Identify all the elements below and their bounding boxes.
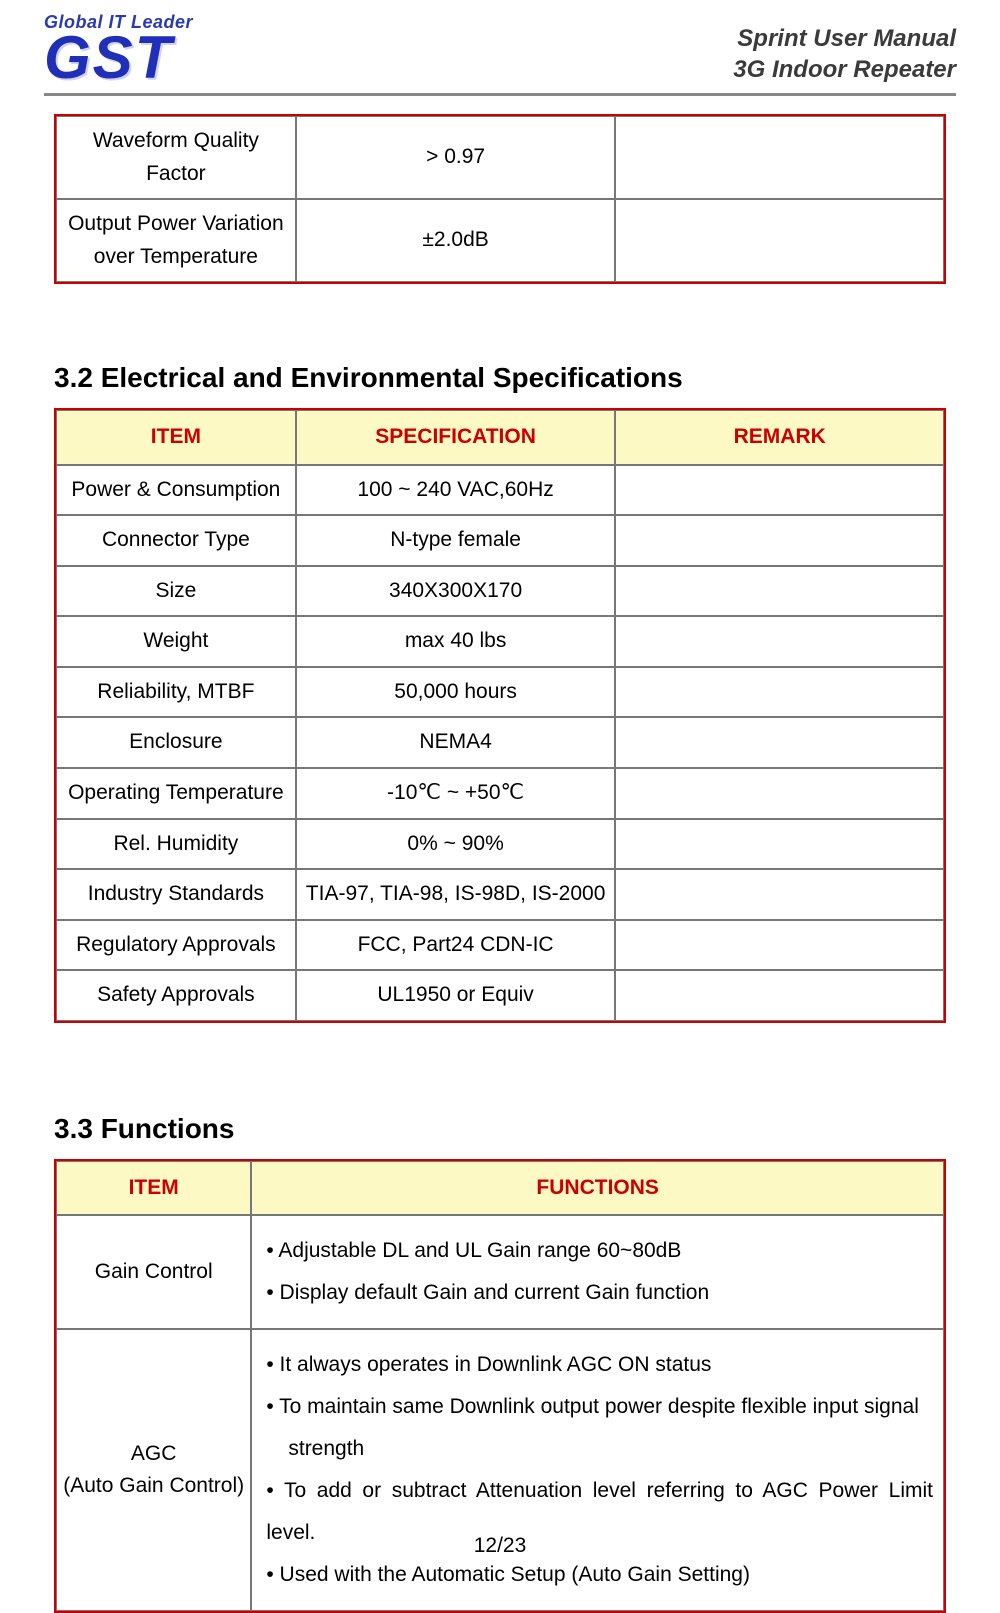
table-row: Connector TypeN-type female	[56, 515, 944, 566]
cell-item: Rel. Humidity	[56, 819, 296, 870]
doc-title-1: Sprint User Manual	[733, 23, 956, 54]
header-titles: Sprint User Manual 3G Indoor Repeater	[733, 23, 956, 85]
cell-item: Safety Approvals	[56, 970, 296, 1021]
cell-remark	[615, 717, 944, 768]
cell-spec: 50,000 hours	[296, 667, 616, 718]
page-footer: 12/23	[0, 1534, 1000, 1558]
cell-spec: 340X300X170	[296, 566, 616, 617]
cell-remark	[615, 667, 944, 718]
cell-spec: NEMA4	[296, 717, 616, 768]
fragment-spec-table: Waveform Quality Factor > 0.97 Output Po…	[54, 114, 946, 284]
cell-remark	[615, 566, 944, 617]
section-3-3-heading: 3.3 Functions	[54, 1113, 946, 1145]
table-row: AGC(Auto Gain Control) • It always operat…	[56, 1329, 944, 1611]
cell-spec: -10℃ ~ +50℃	[296, 768, 616, 819]
cell-spec: 100 ~ 240 VAC,60Hz	[296, 465, 616, 516]
function-line: • Used with the Automatic Setup (Auto Ga…	[266, 1554, 933, 1596]
col-functions: FUNCTIONS	[251, 1161, 944, 1216]
table-row: Size340X300X170	[56, 566, 944, 617]
cell-item: Weight	[56, 616, 296, 667]
cell-remark	[615, 465, 944, 516]
cell-remark	[615, 116, 944, 199]
col-item: ITEM	[56, 410, 296, 465]
table-row: Weightmax 40 lbs	[56, 616, 944, 667]
cell-spec: max 40 lbs	[296, 616, 616, 667]
table-row: EnclosureNEMA4	[56, 717, 944, 768]
cell-functions: • Adjustable DL and UL Gain range 60~80d…	[251, 1215, 944, 1329]
page-number: 12/23	[474, 1534, 527, 1557]
cell-remark	[615, 920, 944, 971]
function-line: • Display default Gain and current Gain …	[266, 1272, 933, 1314]
cell-item: Industry Standards	[56, 869, 296, 920]
function-line: • To maintain same Downlink output power…	[266, 1386, 933, 1428]
section-3-2-heading: 3.2 Electrical and Environmental Specifi…	[54, 362, 946, 394]
cell-item: Regulatory Approvals	[56, 920, 296, 971]
cell-spec: ±2.0dB	[296, 199, 616, 282]
cell-functions: • It always operates in Downlink AGC ON …	[251, 1329, 944, 1611]
cell-item: Operating Temperature	[56, 768, 296, 819]
table-row: Gain Control • Adjustable DL and UL Gain …	[56, 1215, 944, 1329]
cell-spec: N-type female	[296, 515, 616, 566]
cell-item: Size	[56, 566, 296, 617]
cell-remark	[615, 970, 944, 1021]
cell-item: Reliability, MTBF	[56, 667, 296, 718]
cell-spec: 0% ~ 90%	[296, 819, 616, 870]
table-row: Safety ApprovalsUL1950 or Equiv	[56, 970, 944, 1021]
electrical-spec-table: ITEM SPECIFICATION REMARK Power & Consum…	[54, 408, 946, 1023]
cell-remark	[615, 616, 944, 667]
cell-item: Power & Consumption	[56, 465, 296, 516]
table-row: Output Power Variation over Temperature …	[56, 199, 944, 282]
table-row: Operating Temperature-10℃ ~ +50℃	[56, 768, 944, 819]
table-header-row: ITEM SPECIFICATION REMARK	[56, 410, 944, 465]
logo-text: GST	[44, 31, 193, 85]
page-header: Global IT Leader GST Sprint User Manual …	[44, 12, 956, 91]
cell-remark	[615, 819, 944, 870]
logo: Global IT Leader GST	[44, 12, 193, 85]
header-divider	[44, 93, 956, 96]
cell-item: Gain Control	[56, 1215, 251, 1329]
col-remark: REMARK	[615, 410, 944, 465]
cell-remark	[615, 768, 944, 819]
table-row: Reliability, MTBF50,000 hours	[56, 667, 944, 718]
cell-item: AGC(Auto Gain Control)	[56, 1329, 251, 1611]
function-line: • Adjustable DL and UL Gain range 60~80d…	[266, 1230, 933, 1272]
cell-remark	[615, 199, 944, 282]
cell-spec: TIA-97, TIA-98, IS-98D, IS-2000	[296, 869, 616, 920]
cell-spec: UL1950 or Equiv	[296, 970, 616, 1021]
cell-spec: FCC, Part24 CDN-IC	[296, 920, 616, 971]
table-row: Industry StandardsTIA-97, TIA-98, IS-98D…	[56, 869, 944, 920]
table-row: Waveform Quality Factor > 0.97	[56, 116, 944, 199]
table-row: Regulatory ApprovalsFCC, Part24 CDN-IC	[56, 920, 944, 971]
table-row: Rel. Humidity0% ~ 90%	[56, 819, 944, 870]
cell-item: Connector Type	[56, 515, 296, 566]
cell-item: Waveform Quality Factor	[56, 116, 296, 199]
table-header-row: ITEM FUNCTIONS	[56, 1161, 944, 1216]
cell-spec: > 0.97	[296, 116, 616, 199]
cell-remark	[615, 869, 944, 920]
cell-item: Output Power Variation over Temperature	[56, 199, 296, 282]
table-row: Power & Consumption100 ~ 240 VAC,60Hz	[56, 465, 944, 516]
col-item: ITEM	[56, 1161, 251, 1216]
col-spec: SPECIFICATION	[296, 410, 616, 465]
cell-item: Enclosure	[56, 717, 296, 768]
function-line: • It always operates in Downlink AGC ON …	[266, 1344, 933, 1386]
cell-remark	[615, 515, 944, 566]
function-line: strength	[266, 1428, 933, 1470]
doc-title-2: 3G Indoor Repeater	[733, 54, 956, 85]
